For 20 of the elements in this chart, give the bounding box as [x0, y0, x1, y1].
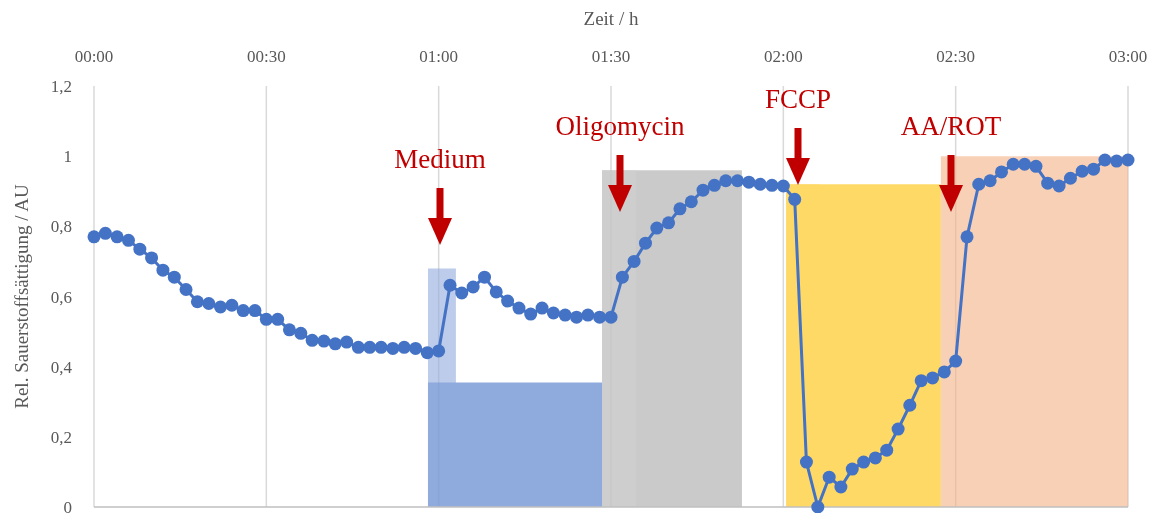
x-tick-label: 00:30 — [246, 47, 286, 66]
x-tick-label: 02:30 — [936, 47, 976, 66]
annotation: AA/ROT — [900, 111, 1002, 141]
x-tick-label: 00:00 — [74, 47, 114, 66]
y-axis-title: Rel. Sauerstoffsättigung / AU — [11, 183, 32, 409]
y-tick-label: 0,4 — [50, 357, 73, 377]
x-tick-label: 01:00 — [419, 47, 459, 66]
x-tick-label: 02:00 — [763, 47, 803, 66]
annotation: Oligomycin — [555, 111, 685, 141]
annotation: Medium — [394, 144, 486, 174]
y-tick-label: 1 — [63, 147, 72, 167]
y-tick-label: 1,2 — [50, 77, 72, 96]
y-tick-label: 0,8 — [50, 217, 72, 237]
x-tick-label: 01:30 — [591, 47, 631, 66]
y-tick-label: 0 — [63, 498, 72, 513]
x-tick-label: 03:00 — [1108, 47, 1148, 66]
annotation: FCCP — [764, 84, 832, 114]
x-axis-title: Zeit / h — [583, 8, 639, 29]
y-tick-label: 0,6 — [50, 287, 72, 307]
y-tick-label: 0,2 — [50, 427, 72, 447]
